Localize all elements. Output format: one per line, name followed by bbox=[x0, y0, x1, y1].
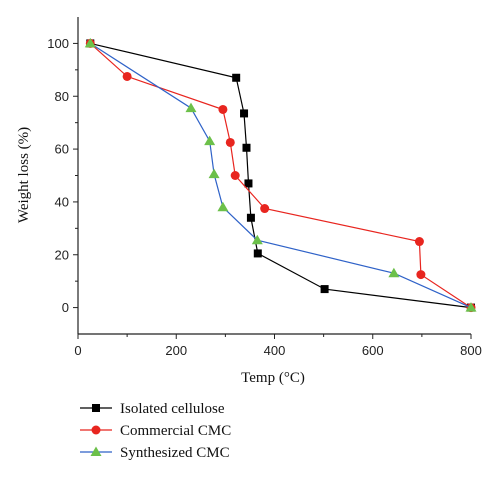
data-point-synthesized-cmc bbox=[465, 302, 477, 312]
x-tick-label: 800 bbox=[460, 343, 482, 358]
series-isolated-cellulose bbox=[86, 39, 475, 312]
x-tick-label: 600 bbox=[362, 343, 384, 358]
data-point-isolated-cellulose bbox=[253, 249, 262, 258]
data-point-synthesized-cmc bbox=[217, 201, 229, 212]
y-tick-label: 60 bbox=[55, 142, 69, 157]
legend-item-commercial-cmc: Commercial CMC bbox=[80, 423, 231, 439]
series-line-synthesized-cmc bbox=[89, 42, 472, 309]
y-axis-title: Weight loss (%) bbox=[16, 127, 32, 223]
data-point-commercial-cmc bbox=[230, 171, 240, 180]
x-tick-label: 0 bbox=[74, 343, 81, 358]
data-point-synthesized-cmc bbox=[251, 234, 263, 245]
legend-item-synthesized-cmc: Synthesized CMC bbox=[80, 445, 230, 461]
x-tick-label: 200 bbox=[165, 343, 187, 358]
data-point-isolated-cellulose bbox=[242, 143, 251, 152]
legend-marker bbox=[92, 404, 100, 412]
y-tick-label: 80 bbox=[55, 89, 69, 104]
y-tick-label: 20 bbox=[55, 247, 69, 262]
data-point-isolated-cellulose bbox=[232, 73, 241, 82]
tick-labels: 0 200 400 600 800 0 20 40 60 80 100 bbox=[47, 36, 482, 358]
series-synthesized-cmc bbox=[84, 37, 477, 312]
data-point-commercial-cmc bbox=[260, 204, 270, 214]
data-point-commercial-cmc bbox=[414, 237, 424, 247]
y-tick-label: 40 bbox=[55, 194, 69, 209]
x-axis-title: Temp (°C) bbox=[241, 370, 305, 386]
legend-label: Synthesized CMC bbox=[120, 445, 230, 461]
series-line-commercial-cmc bbox=[89, 42, 472, 309]
y-tick-label: 0 bbox=[62, 300, 69, 315]
y-tick-label: 100 bbox=[47, 36, 69, 51]
series-commercial-cmc bbox=[85, 38, 476, 313]
legend-label: Commercial CMC bbox=[120, 423, 231, 439]
data-point-synthesized-cmc bbox=[84, 37, 96, 48]
data-point-synthesized-cmc bbox=[388, 267, 400, 278]
legend-marker bbox=[90, 446, 102, 456]
data-point-isolated-cellulose bbox=[246, 213, 255, 222]
legend-item-isolated-cellulose: Isolated cellulose bbox=[80, 401, 225, 417]
axes bbox=[73, 17, 472, 339]
series-group bbox=[84, 37, 477, 313]
x-tick-label: 400 bbox=[264, 343, 286, 358]
legend-marker bbox=[91, 425, 101, 435]
data-point-isolated-cellulose bbox=[244, 179, 253, 188]
data-point-isolated-cellulose bbox=[320, 285, 329, 294]
data-point-synthesized-cmc bbox=[208, 168, 220, 179]
data-point-commercial-cmc bbox=[218, 104, 228, 114]
data-point-isolated-cellulose bbox=[240, 109, 249, 118]
legend: Isolated cellulose Commercial CMC Synthesi… bbox=[80, 401, 231, 461]
data-point-commercial-cmc bbox=[416, 270, 426, 280]
data-point-commercial-cmc bbox=[225, 137, 235, 147]
legend-label: Isolated cellulose bbox=[120, 401, 225, 417]
data-point-commercial-cmc bbox=[122, 71, 132, 81]
data-point-synthesized-cmc bbox=[204, 135, 216, 146]
data-point-synthesized-cmc bbox=[185, 102, 197, 113]
